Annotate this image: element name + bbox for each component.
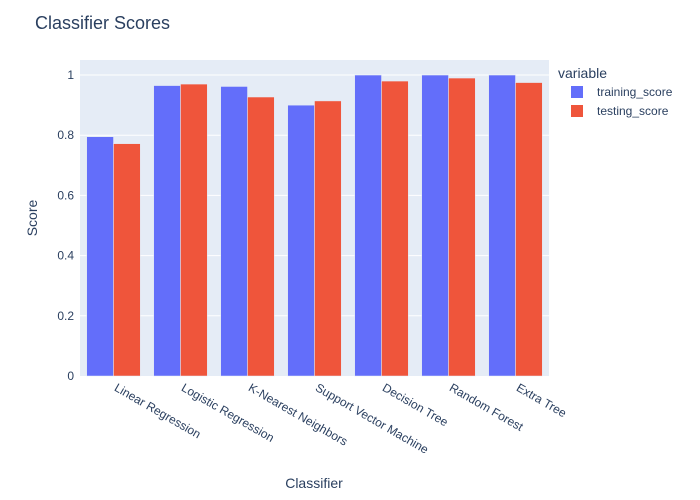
legend[interactable]: variable training_score testing_score [558, 65, 673, 118]
bar-testing_score-1[interactable] [180, 83, 208, 377]
bar-testing_score-0[interactable] [113, 143, 141, 377]
y-tick-label: 0.8 [57, 128, 74, 142]
bar-training_score-0[interactable] [86, 136, 114, 377]
y-tick-label: 0 [67, 369, 74, 383]
y-axis-title: Score [24, 200, 40, 237]
legend-swatch [571, 86, 583, 98]
y-tick-label: 0.2 [57, 309, 74, 323]
y-tick-label: 1 [67, 68, 74, 82]
bar-training_score-6[interactable] [488, 74, 516, 377]
bar-training_score-1[interactable] [153, 85, 181, 377]
bar-testing_score-4[interactable] [381, 80, 409, 377]
legend-title: variable [558, 65, 607, 81]
bar-training_score-5[interactable] [421, 74, 449, 377]
y-tick-label: 0.6 [57, 188, 74, 202]
bar-testing_score-6[interactable] [515, 82, 543, 377]
bars [86, 74, 543, 377]
bar-training_score-4[interactable] [354, 74, 382, 377]
y-tick-label: 0.4 [57, 249, 74, 263]
bar-testing_score-3[interactable] [314, 100, 342, 377]
chart-title: Classifier Scores [35, 13, 170, 33]
legend-entry[interactable]: training_score [597, 85, 673, 99]
bar-testing_score-5[interactable] [448, 77, 476, 377]
y-axis-ticks: 0 0.2 0.4 0.6 0.8 1 [57, 68, 74, 383]
bar-training_score-3[interactable] [287, 104, 315, 377]
bar-testing_score-2[interactable] [247, 96, 275, 377]
legend-entry[interactable]: testing_score [597, 104, 669, 118]
bar-training_score-2[interactable] [220, 86, 248, 377]
x-axis-title: Classifier [285, 475, 343, 491]
legend-swatch [571, 105, 583, 117]
